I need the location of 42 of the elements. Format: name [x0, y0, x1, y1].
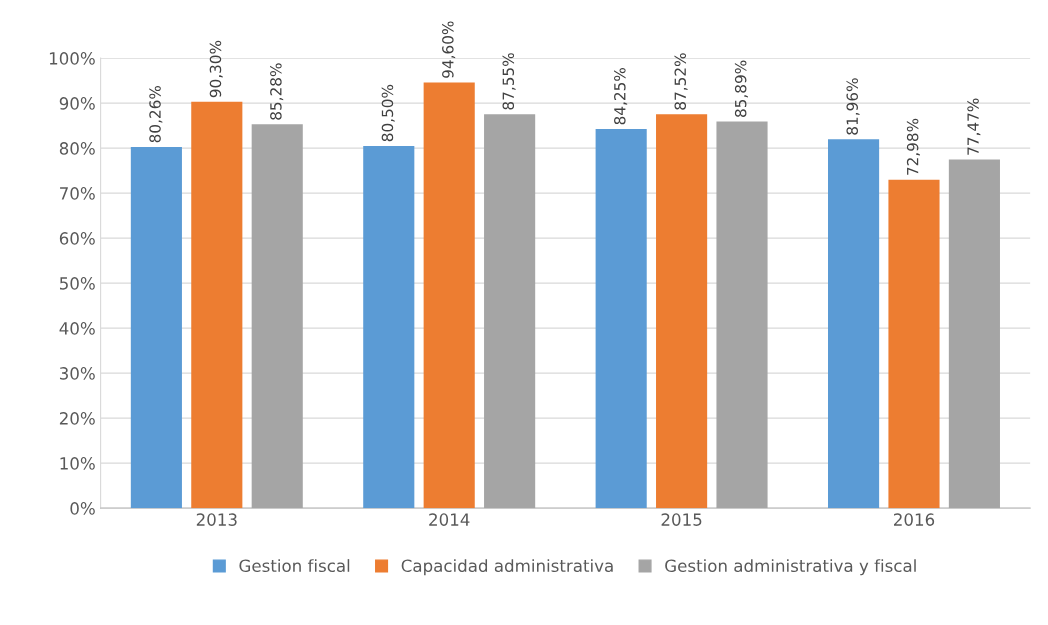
data-label: 87,55%	[502, 53, 516, 110]
y-tick-label: 80%	[59, 142, 95, 155]
y-tick-label: 0%	[70, 502, 95, 515]
y-tick-label: 60%	[59, 232, 95, 245]
data-label: 94,60%	[442, 21, 456, 78]
bar	[595, 129, 647, 509]
data-label: 85,89%	[734, 60, 749, 117]
bar	[716, 121, 768, 509]
data-label: 81,96%	[846, 78, 860, 135]
data-label: 90,30%	[209, 40, 223, 98]
x-tick-label: 2016	[894, 513, 935, 526]
data-label: 80,50%	[381, 84, 395, 142]
bar	[251, 124, 303, 509]
data-label: 85,28%	[270, 63, 284, 120]
data-label: 77,47%	[967, 98, 981, 155]
bar	[363, 145, 415, 509]
data-label: 80,26%	[149, 85, 163, 143]
data-label: 87,52%	[674, 53, 688, 110]
y-tick-label: 40%	[59, 322, 95, 335]
bar	[948, 159, 1000, 509]
y-tick-label: 70%	[60, 187, 95, 200]
bar	[130, 146, 182, 509]
bar	[828, 139, 880, 509]
bar	[484, 114, 536, 509]
data-label: 72,98%	[906, 118, 920, 175]
legend-label: Gestion administrativa y fiscal	[665, 559, 916, 576]
y-tick-label: 50%	[59, 277, 95, 290]
bar	[888, 179, 940, 509]
y-tick-label: 10%	[60, 457, 95, 470]
legend-label: Capacidad administrativa	[401, 559, 613, 576]
bar	[423, 82, 475, 509]
y-tick-label: 20%	[59, 412, 95, 425]
x-tick-label: 2013	[196, 513, 237, 526]
legend-label: Gestion fiscal	[239, 559, 350, 573]
y-tick-label: 100%	[49, 52, 95, 65]
x-tick-label: 2015	[661, 513, 702, 526]
y-tick-label: 30%	[59, 367, 95, 380]
bar	[656, 114, 708, 509]
bar	[191, 101, 243, 509]
y-tick-label: 90%	[59, 97, 95, 110]
x-tick-label: 2014	[429, 513, 470, 526]
data-label: 84,25%	[614, 67, 628, 125]
